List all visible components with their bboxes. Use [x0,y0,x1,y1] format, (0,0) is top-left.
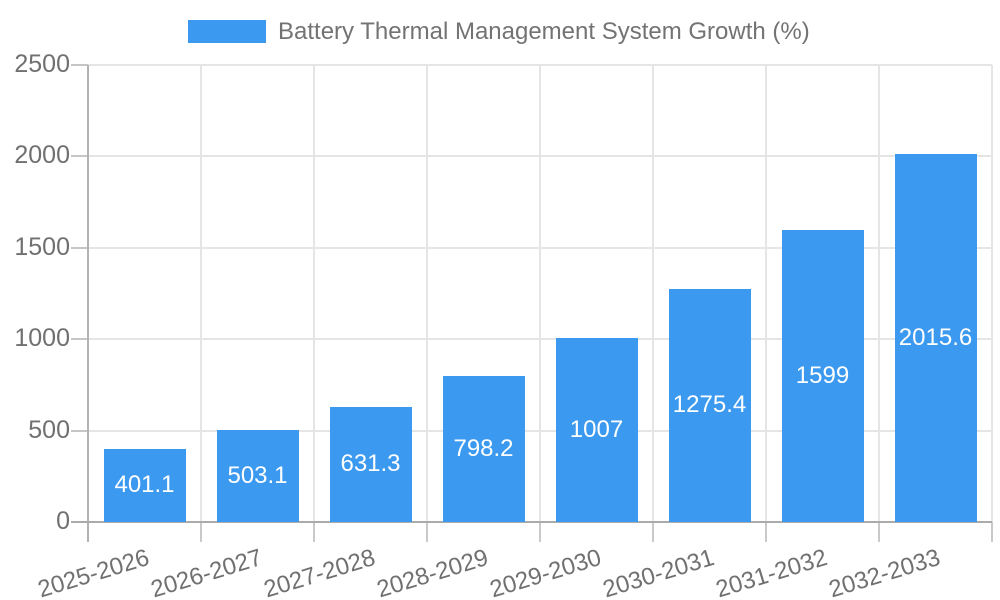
gridline-vertical [991,65,993,522]
x-axis-category-label: 2027-2028 [260,544,379,600]
y-axis-tick-label: 1000 [14,324,70,353]
bar-value-label: 1007 [569,415,624,443]
y-axis-tick-label: 2500 [14,50,70,78]
x-axis-category-label: 2029-2030 [486,544,605,600]
gridline-vertical [426,65,428,522]
bar-value-label: 2015.6 [898,323,973,351]
y-axis-tick-label: 500 [28,415,70,444]
gridline-vertical [765,65,767,522]
bar-value-label: 1275.4 [672,391,747,419]
x-axis-tick [313,522,315,542]
x-axis-tick [878,522,880,542]
bar-2029-2030 [555,337,638,522]
bar-2032-2033 [894,153,977,522]
x-axis-category-label: 2025-2026 [34,544,153,600]
bar-value-label: 798.2 [453,435,514,463]
bar-2030-2031 [668,288,751,522]
y-axis-line [87,65,89,542]
bar-value-label: 1599 [795,361,850,389]
x-axis-line [71,521,992,523]
y-axis-tick [71,246,88,249]
bar-value-label: 401.1 [114,471,175,499]
bar-2028-2029 [442,376,525,522]
bar-value-label: 503.1 [227,462,288,490]
gridline-vertical [313,65,315,522]
x-axis-category-label: 2028-2029 [373,544,492,600]
y-axis-tick-label: 0 [56,507,70,535]
bar-2025-2026 [103,448,186,522]
bar-2031-2032 [781,229,864,522]
x-axis-tick [765,522,767,542]
x-axis-tick [991,522,993,542]
y-axis-tick [71,64,88,66]
gridline-vertical [878,65,880,522]
gridline-vertical [652,65,654,522]
y-axis-tick [71,338,88,341]
y-axis-tick-label: 2000 [14,141,70,170]
x-axis-category-label: 2032-2033 [825,544,944,600]
x-axis-tick [652,522,654,542]
gridline-vertical [200,65,202,522]
x-axis-tick [539,522,541,542]
gridline-vertical [539,65,541,522]
x-axis-tick [200,522,202,542]
x-axis-category-label: 2030-2031 [599,544,718,600]
y-axis-tick-label: 1500 [14,232,70,261]
bar-value-label: 631.3 [340,450,401,478]
bar-2027-2028 [329,406,412,522]
legend-swatch [188,20,266,43]
x-axis-category-label: 2026-2027 [147,544,266,600]
y-axis-tick [71,155,88,158]
x-axis-tick [426,522,428,542]
y-axis-tick [71,429,88,432]
bar-2026-2027 [216,430,299,522]
x-axis-category-label: 2031-2032 [712,544,831,600]
legend-label: Battery Thermal Management System Growth… [278,18,810,45]
